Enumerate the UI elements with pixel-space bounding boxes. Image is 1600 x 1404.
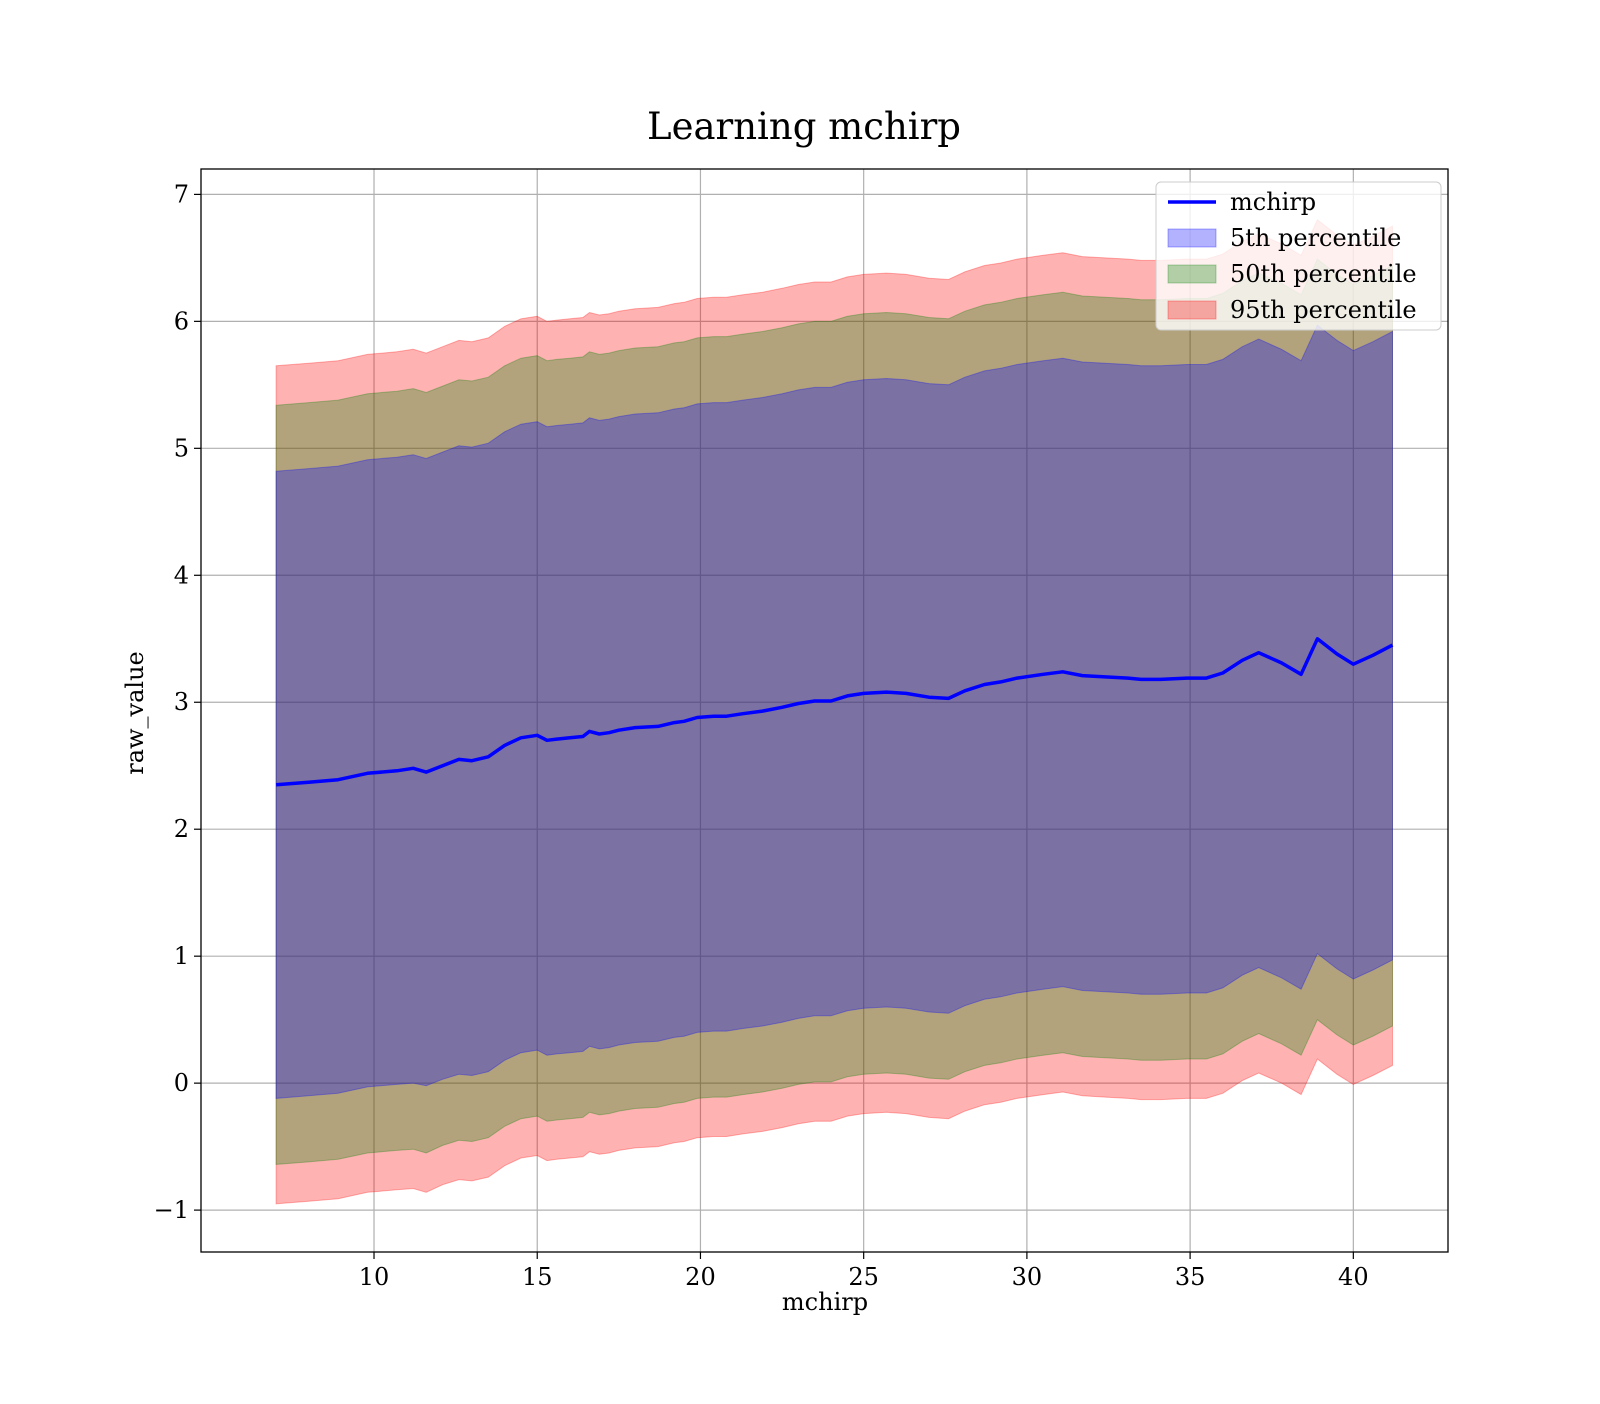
x-tick-label: 30 (1012, 1263, 1043, 1291)
y-tick-label: 1 (174, 942, 189, 970)
legend-entry-label: mchirp (1230, 188, 1316, 216)
legend: mchirp 5th percentile 50th percentile 95th … (1155, 181, 1442, 331)
y-tick-label: 0 (174, 1069, 189, 1097)
x-tick-label: 40 (1338, 1263, 1369, 1291)
legend-entry-label: 50th percentile (1230, 260, 1417, 288)
series-line-mchirp (275, 637, 1394, 787)
legend-swatch-patch (1167, 264, 1217, 284)
y-tick-label: 2 (174, 815, 189, 843)
plot-area: 10 15 20 25 30 35 40 −1 0 1 2 3 4 5 6 7 (154, 168, 1449, 1291)
y-tick-label: 6 (174, 307, 189, 335)
y-tick-label: 4 (174, 561, 189, 589)
x-tick-label: 15 (522, 1263, 553, 1291)
y-tick-label: −1 (154, 1196, 189, 1224)
y-tick-label: 7 (174, 180, 189, 208)
y-tick-label: 3 (174, 688, 189, 716)
band-95th-percentile (275, 219, 1393, 1205)
y-tick-label: 5 (174, 434, 189, 462)
x-axis-label: mchirp (782, 1288, 868, 1316)
plot-frame (200, 168, 1449, 1253)
legend-box (1155, 181, 1442, 331)
band-50th-percentile (275, 258, 1393, 1165)
x-tick-label: 35 (1175, 1263, 1206, 1291)
x-tick-label: 25 (848, 1263, 879, 1291)
x-tick-label: 20 (685, 1263, 716, 1291)
chart-title: Learning mchirp (647, 105, 961, 148)
legend-swatch-patch (1167, 300, 1217, 320)
legend-swatch-patch (1167, 228, 1217, 248)
y-axis-label: raw_value (121, 651, 149, 775)
x-tick-label: 10 (359, 1263, 390, 1291)
legend-entry-label: 95th percentile (1230, 296, 1417, 324)
band-5th-percentile (275, 324, 1393, 1099)
legend-entry-label: 5th percentile (1230, 224, 1401, 252)
